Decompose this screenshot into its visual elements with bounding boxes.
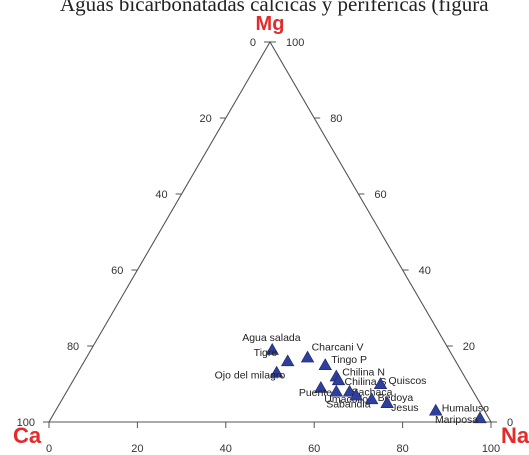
bottom-axis-tick-label: 100 bbox=[482, 443, 500, 455]
vertex-label-left: Ca bbox=[13, 423, 42, 448]
data-point-marker bbox=[380, 396, 394, 408]
data-point-label: Ojo del milagro bbox=[215, 370, 286, 382]
bottom-axis-tick-label: 80 bbox=[396, 443, 408, 455]
left-axis-tick-label: 40 bbox=[155, 189, 167, 201]
left-axis-tick-label: 0 bbox=[250, 37, 256, 49]
bottom-axis-tick-label: 20 bbox=[131, 443, 143, 455]
vertex-label-top: Mg bbox=[256, 13, 285, 35]
right-axis-tick-label: 100 bbox=[286, 37, 304, 49]
data-point-label: Agua salada bbox=[242, 332, 301, 344]
data-point-marker bbox=[300, 350, 315, 363]
data-point-label: Chilina N bbox=[342, 366, 385, 378]
data-point-marker bbox=[280, 354, 295, 367]
data-point-marker bbox=[265, 342, 279, 355]
bottom-axis-tick-label: 60 bbox=[308, 443, 320, 455]
data-point-label: Sabandia bbox=[326, 398, 371, 410]
bottom-axis-tick-label: 40 bbox=[220, 443, 232, 455]
left-axis-tick-label: 20 bbox=[200, 113, 212, 125]
data-point-marker bbox=[331, 373, 346, 386]
data-point-label: Tigre bbox=[254, 347, 278, 359]
data-point-marker bbox=[473, 411, 487, 424]
data-point-marker bbox=[373, 377, 388, 389]
right-axis-tick-label: 40 bbox=[419, 265, 431, 277]
data-point-label: Sachaca bbox=[352, 387, 393, 399]
right-axis-tick-label: 0 bbox=[507, 417, 513, 429]
right-axis-tick-label: 60 bbox=[374, 189, 386, 201]
data-point-marker bbox=[342, 384, 357, 397]
left-axis-tick-label: 80 bbox=[67, 341, 79, 353]
data-point-label: Tingo P bbox=[331, 354, 367, 366]
data-point-marker bbox=[318, 358, 332, 370]
data-point-label: Quiscos bbox=[389, 375, 427, 387]
right-axis-tick-label: 80 bbox=[330, 113, 342, 125]
data-point-label: Humaluso bbox=[442, 403, 489, 415]
data-point-marker bbox=[349, 388, 363, 401]
vertex-label-right: Na bbox=[501, 423, 529, 448]
data-point-label: Charcani V bbox=[312, 341, 364, 353]
data-point-marker bbox=[329, 384, 344, 397]
data-point-label: Jesus bbox=[391, 402, 418, 414]
left-axis-tick-label: 100 bbox=[17, 417, 35, 429]
data-point-marker bbox=[364, 392, 379, 405]
data-point-marker bbox=[269, 365, 284, 378]
data-point-label: Puente bbox=[299, 387, 332, 399]
data-point-label: Mariposa bbox=[435, 414, 478, 426]
right-axis-tick-label: 20 bbox=[463, 341, 475, 353]
ternary-triangle-frame bbox=[48, 40, 492, 423]
data-point-marker bbox=[314, 380, 328, 393]
data-point-marker bbox=[429, 403, 443, 416]
left-axis-tick-label: 60 bbox=[111, 265, 123, 277]
figure-caption: Aguas bicarbonatadas cálcicas y periféri… bbox=[60, 0, 489, 16]
bottom-axis-tick-label: 0 bbox=[46, 443, 52, 455]
